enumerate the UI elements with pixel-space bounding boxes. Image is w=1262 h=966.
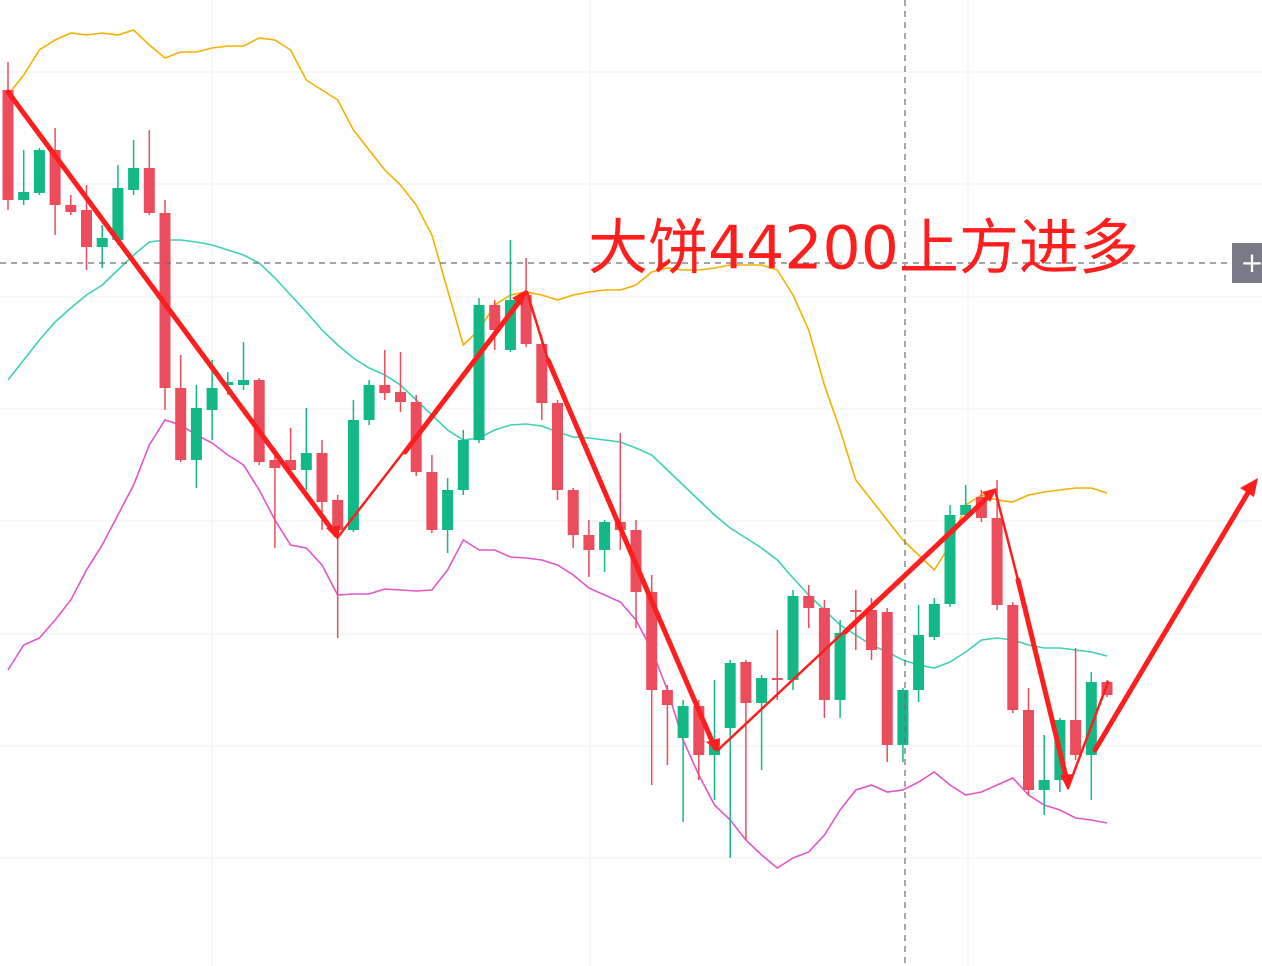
- candle-body: [928, 604, 940, 637]
- candle-body: [269, 460, 281, 468]
- candle-body: [960, 505, 972, 515]
- candle-body: [18, 192, 30, 200]
- candle-body: [661, 690, 673, 705]
- candle-body: [49, 150, 61, 205]
- candle-body: [426, 472, 438, 530]
- annotation: 大饼44200上方进多: [588, 214, 1139, 284]
- candle-body: [1101, 682, 1113, 695]
- crosshair: [0, 0, 1232, 966]
- candle-body: [65, 205, 77, 212]
- candle-body: [897, 690, 909, 745]
- candle-body: [489, 305, 501, 330]
- candle-body: [190, 408, 202, 460]
- plot: [2, 29, 1113, 869]
- candle-body: [285, 460, 297, 470]
- candle-body: [300, 453, 312, 470]
- candle-body: [599, 522, 611, 550]
- candle-body: [693, 706, 705, 755]
- candle-body: [504, 300, 516, 350]
- candle-body: [866, 610, 877, 650]
- add-button[interactable]: +: [1232, 243, 1262, 283]
- candle-body: [1007, 605, 1019, 710]
- candle-body: [332, 500, 344, 530]
- candle-body: [944, 515, 956, 604]
- candle-body: [363, 385, 375, 420]
- candle-body: [33, 150, 45, 193]
- candle-body: [128, 168, 140, 190]
- add-button-bg[interactable]: [1232, 243, 1262, 283]
- candle-body: [2, 90, 14, 200]
- candle-body: [850, 610, 862, 612]
- candle-body: [740, 662, 752, 703]
- candle-body: [347, 420, 359, 530]
- candle-body: [756, 678, 768, 703]
- candle-body: [222, 382, 234, 385]
- candle-body: [81, 210, 92, 247]
- add-button-label[interactable]: +: [1240, 246, 1262, 279]
- candle-body: [143, 168, 155, 213]
- candle-body: [583, 535, 595, 550]
- candle-body: [457, 440, 469, 490]
- candle-body: [834, 633, 846, 700]
- candle-body: [567, 490, 579, 535]
- candle-body: [1085, 682, 1097, 755]
- candle-body: [1023, 710, 1034, 790]
- candle-body: [818, 608, 830, 700]
- candle-body: [771, 678, 783, 680]
- candle-body: [536, 344, 548, 403]
- candle-body: [646, 592, 658, 690]
- candle-body: [379, 385, 391, 393]
- candle-body: [442, 490, 454, 530]
- candle-body: [520, 295, 532, 344]
- candle-body: [991, 518, 1003, 605]
- candle-body: [787, 596, 799, 680]
- candle-body: [395, 392, 406, 402]
- candle-body: [677, 706, 689, 738]
- trend-arrows: [5, 89, 1258, 790]
- candle-body: [1038, 780, 1050, 790]
- candle-body: [975, 497, 987, 518]
- candle-body: [96, 238, 108, 247]
- candle-body: [552, 403, 563, 490]
- candle-body: [316, 453, 328, 502]
- candle-body: [175, 388, 187, 460]
- candle-body: [253, 380, 265, 462]
- candle-body: [206, 388, 218, 410]
- candle-body: [473, 305, 485, 440]
- candle-body: [803, 596, 815, 608]
- candle-body: [881, 612, 893, 745]
- candle-body: [1070, 720, 1082, 755]
- candle-body: [238, 380, 249, 385]
- candle-body: [913, 635, 925, 690]
- candle-body: [112, 188, 124, 240]
- candle-body: [724, 663, 736, 728]
